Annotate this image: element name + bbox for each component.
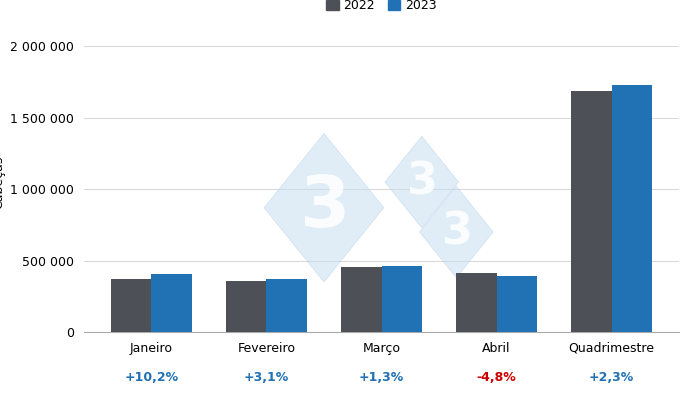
- Bar: [341, 267, 382, 332]
- Bar: [267, 279, 307, 332]
- Text: 3: 3: [406, 160, 438, 204]
- Bar: [226, 281, 267, 332]
- Text: +2,3%: +2,3%: [589, 371, 634, 384]
- Bar: [456, 273, 496, 332]
- Text: +10,2%: +10,2%: [125, 371, 178, 384]
- Bar: [382, 266, 422, 332]
- Text: +1,3%: +1,3%: [359, 371, 404, 384]
- Polygon shape: [264, 134, 384, 282]
- Bar: [496, 276, 537, 332]
- Bar: [151, 274, 192, 332]
- Text: -4,8%: -4,8%: [477, 371, 517, 384]
- Polygon shape: [385, 136, 459, 228]
- Text: 3: 3: [441, 210, 472, 254]
- Y-axis label: Cabeças: Cabeças: [0, 155, 5, 209]
- Bar: [111, 279, 151, 332]
- Text: 3: 3: [299, 173, 349, 242]
- Bar: [612, 85, 652, 332]
- Text: +3,1%: +3,1%: [244, 371, 289, 384]
- Legend: 2022, 2023: 2022, 2023: [326, 0, 437, 12]
- Bar: [571, 90, 612, 332]
- Polygon shape: [419, 186, 493, 278]
